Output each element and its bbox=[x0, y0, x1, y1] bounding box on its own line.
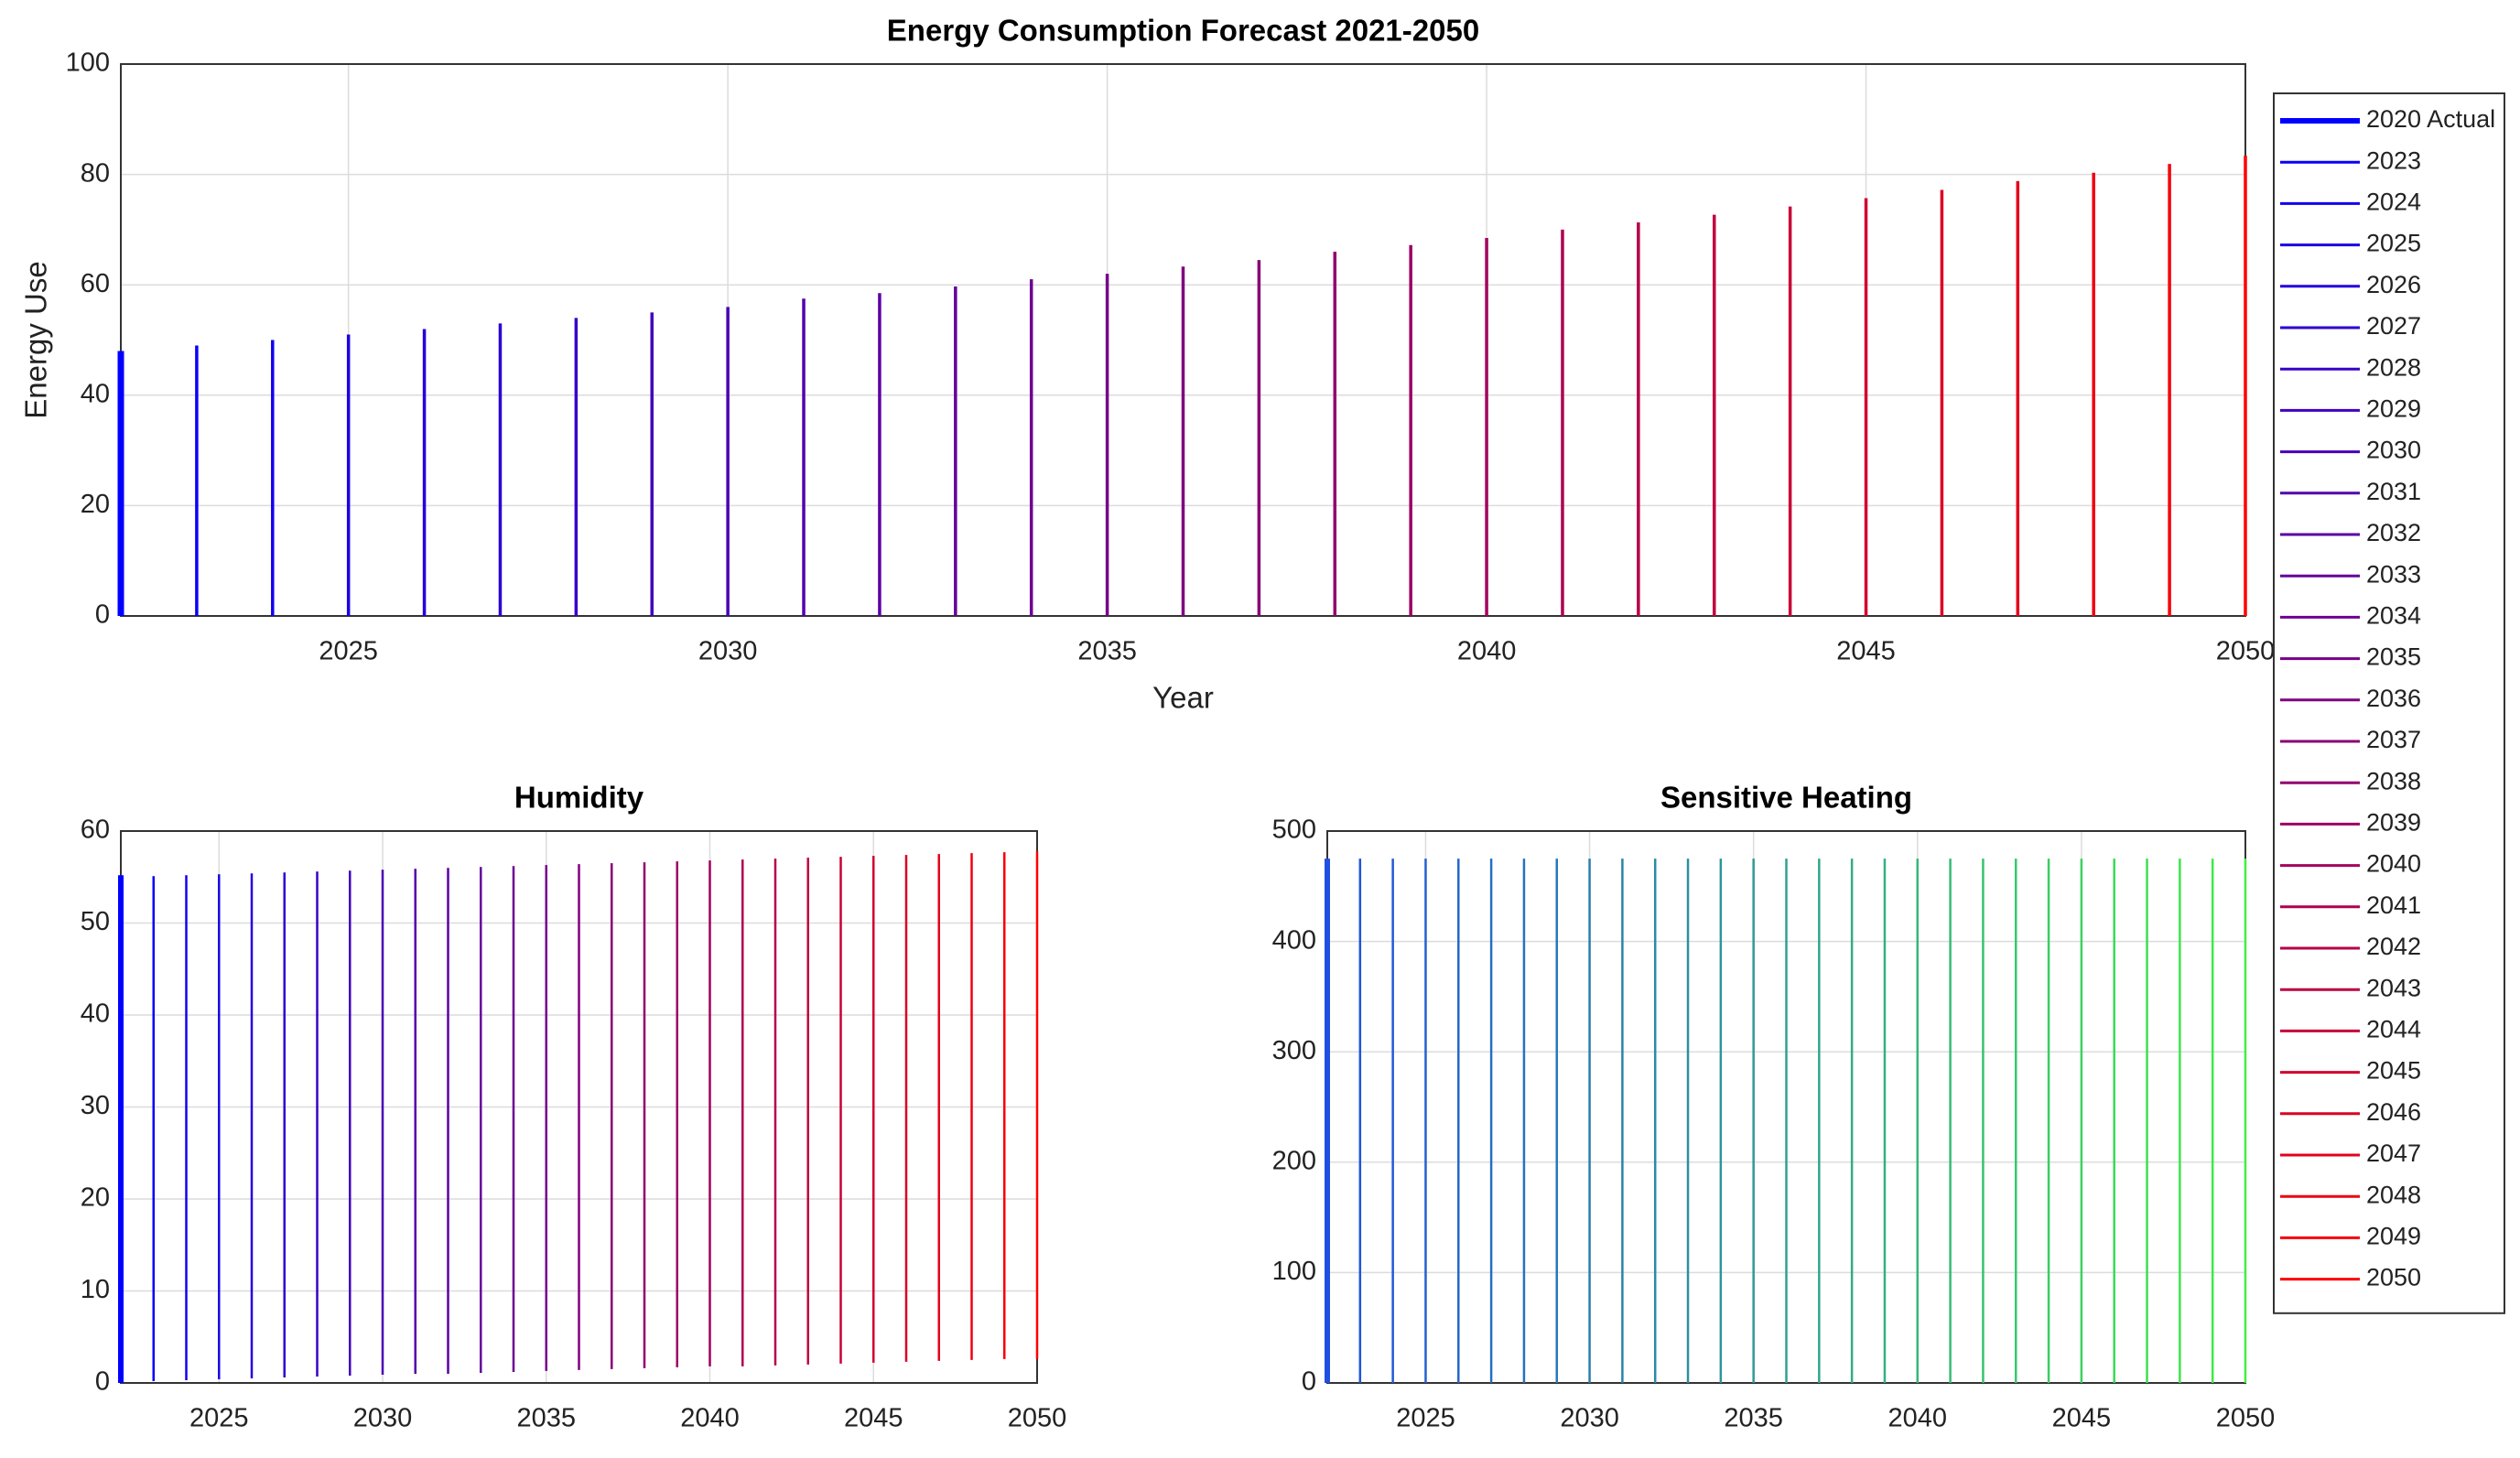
chart-title: Humidity bbox=[514, 781, 644, 815]
legend-label: 2025 bbox=[2366, 230, 2421, 257]
legend-label: 2041 bbox=[2366, 891, 2421, 919]
legend-label: 2037 bbox=[2366, 726, 2421, 753]
x-tick-label: 2040 bbox=[680, 1404, 740, 1433]
legend-label: 2027 bbox=[2366, 312, 2421, 340]
x-tick-label: 2025 bbox=[1396, 1404, 1455, 1433]
legend-label: 2029 bbox=[2366, 395, 2421, 423]
y-tick-label: 400 bbox=[1272, 925, 1316, 955]
x-tick-label: 2030 bbox=[1560, 1404, 1619, 1433]
y-tick-label: 0 bbox=[1302, 1367, 1316, 1397]
legend-label: 2045 bbox=[2366, 1057, 2421, 1085]
legend-label: 2023 bbox=[2366, 146, 2421, 174]
y-tick-label: 40 bbox=[81, 379, 110, 408]
legend-label: 2035 bbox=[2366, 643, 2421, 671]
legend-label: 2046 bbox=[2366, 1098, 2421, 1126]
x-tick-label: 2050 bbox=[2216, 637, 2276, 666]
legend-label: 2039 bbox=[2366, 809, 2421, 837]
y-tick-label: 30 bbox=[81, 1091, 110, 1120]
legend-label: 2028 bbox=[2366, 353, 2421, 381]
x-tick-label: 2045 bbox=[844, 1404, 903, 1433]
x-tick-label: 2045 bbox=[2052, 1404, 2112, 1433]
y-tick-label: 100 bbox=[1272, 1257, 1316, 1286]
y-tick-label: 200 bbox=[1272, 1146, 1316, 1175]
legend-label: 2040 bbox=[2366, 850, 2421, 878]
y-tick-label: 50 bbox=[81, 907, 110, 936]
legend-label: 2033 bbox=[2366, 560, 2421, 588]
legend-label: 2044 bbox=[2366, 1016, 2421, 1043]
x-tick-label: 2025 bbox=[189, 1404, 249, 1433]
x-tick-label: 2035 bbox=[1724, 1404, 1783, 1433]
x-axis-label: Year bbox=[1152, 681, 1214, 715]
chart-title: Sensitive Heating bbox=[1660, 781, 1912, 815]
y-tick-label: 20 bbox=[81, 1183, 110, 1213]
legend-label: 2038 bbox=[2366, 767, 2421, 794]
legend-label: 2036 bbox=[2366, 685, 2421, 712]
x-tick-label: 2030 bbox=[353, 1404, 413, 1433]
y-tick-label: 100 bbox=[66, 49, 110, 78]
legend-label: 2031 bbox=[2366, 478, 2421, 505]
y-tick-label: 0 bbox=[95, 600, 110, 630]
chart-title: Energy Consumption Forecast 2021-2050 bbox=[887, 14, 1479, 48]
legend-box bbox=[2273, 92, 2505, 1314]
legend-label: 2043 bbox=[2366, 974, 2421, 1001]
legend-label: 2020 Actual bbox=[2366, 105, 2495, 133]
legend-label: 2030 bbox=[2366, 437, 2421, 464]
x-tick-label: 2040 bbox=[1888, 1404, 1948, 1433]
legend-label: 2042 bbox=[2366, 933, 2421, 960]
y-axis-label: Energy Use bbox=[19, 261, 53, 418]
y-tick-label: 80 bbox=[81, 158, 110, 188]
x-tick-label: 2050 bbox=[1008, 1404, 1067, 1433]
legend-label: 2032 bbox=[2366, 519, 2421, 546]
x-tick-label: 2035 bbox=[516, 1404, 576, 1433]
y-tick-label: 20 bbox=[81, 490, 110, 519]
y-tick-label: 60 bbox=[81, 815, 110, 845]
y-tick-label: 40 bbox=[81, 999, 110, 1029]
legend-label: 2024 bbox=[2366, 189, 2421, 216]
legend-label: 2034 bbox=[2366, 602, 2421, 630]
legend-label: 2047 bbox=[2366, 1139, 2421, 1167]
y-tick-label: 60 bbox=[81, 269, 110, 298]
x-tick-label: 2025 bbox=[319, 637, 378, 666]
legend-label: 2026 bbox=[2366, 271, 2421, 298]
x-tick-label: 2045 bbox=[1836, 637, 1896, 666]
x-tick-label: 2040 bbox=[1457, 637, 1517, 666]
legend-label: 2049 bbox=[2366, 1223, 2421, 1250]
y-tick-label: 10 bbox=[81, 1275, 110, 1304]
x-tick-label: 2050 bbox=[2216, 1404, 2276, 1433]
y-tick-label: 0 bbox=[95, 1367, 110, 1397]
x-tick-label: 2030 bbox=[698, 637, 758, 666]
y-tick-label: 300 bbox=[1272, 1036, 1316, 1065]
legend-label: 2048 bbox=[2366, 1181, 2421, 1208]
x-tick-label: 2035 bbox=[1077, 637, 1137, 666]
y-tick-label: 500 bbox=[1272, 815, 1316, 845]
legend-label: 2050 bbox=[2366, 1264, 2421, 1291]
